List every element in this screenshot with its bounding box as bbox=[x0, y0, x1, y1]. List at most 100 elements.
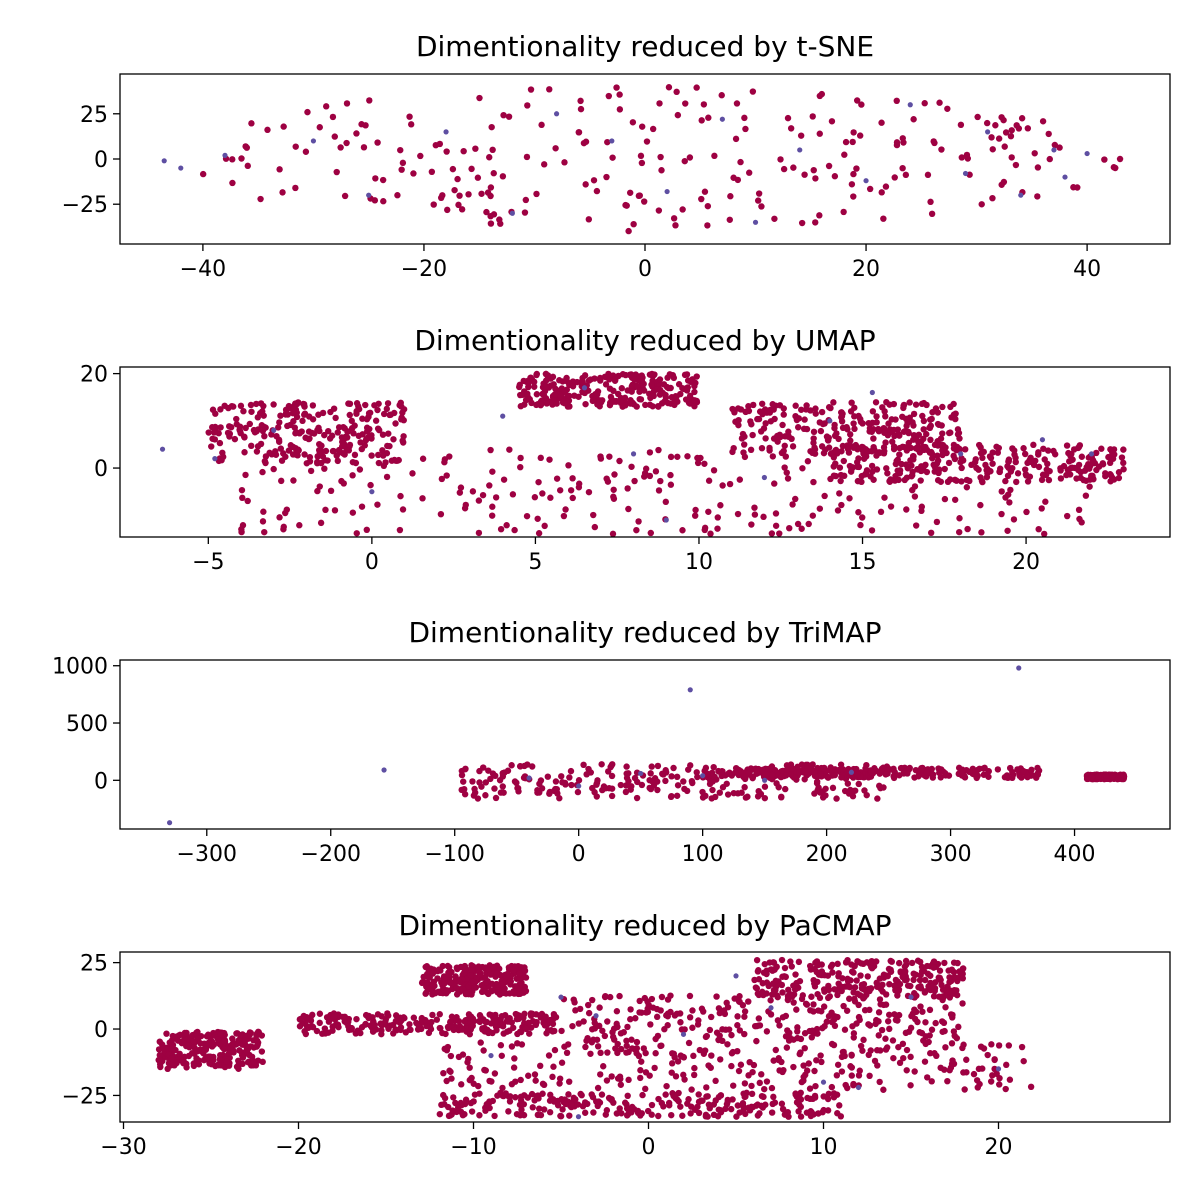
scatter-points bbox=[159, 370, 1127, 537]
scatter-point bbox=[927, 416, 934, 423]
scatter-point bbox=[635, 1052, 643, 1060]
scatter-point bbox=[651, 1064, 658, 1072]
scatter-point bbox=[670, 764, 677, 772]
scatter-point bbox=[506, 446, 513, 453]
scatter-point bbox=[707, 530, 714, 537]
scatter-point bbox=[646, 1072, 653, 1079]
scatter-point bbox=[443, 987, 451, 994]
scatter-point bbox=[922, 988, 929, 995]
scatter-point bbox=[608, 762, 615, 769]
scatter-point bbox=[849, 1023, 856, 1030]
scatter-point bbox=[594, 1102, 601, 1110]
scatter-point bbox=[809, 113, 816, 120]
scatter-point bbox=[253, 1030, 261, 1037]
scatter-point bbox=[253, 448, 261, 455]
scatter-point bbox=[499, 783, 506, 790]
scatter-point bbox=[647, 1021, 654, 1028]
scatter-point-secondary bbox=[1039, 437, 1046, 443]
scatter-point bbox=[906, 399, 913, 406]
scatter-point bbox=[543, 383, 550, 390]
scatter-point bbox=[1010, 516, 1018, 523]
scatter-point bbox=[613, 1008, 621, 1015]
scatter-point bbox=[831, 986, 838, 993]
scatter-point bbox=[468, 1108, 476, 1115]
x-tick-label: −40 bbox=[180, 257, 226, 282]
scatter-point bbox=[475, 529, 483, 537]
x-tick-label: 0 bbox=[572, 842, 586, 867]
scatter-point-secondary bbox=[581, 385, 588, 391]
scatter-point bbox=[762, 420, 769, 427]
scatter-point bbox=[779, 989, 786, 996]
scatter-point bbox=[830, 472, 838, 479]
scatter-point bbox=[471, 785, 478, 793]
x-tick-label: −5 bbox=[192, 550, 224, 575]
scatter-point bbox=[689, 1024, 696, 1031]
scatter-point bbox=[779, 1105, 787, 1113]
scatter-point bbox=[1034, 771, 1042, 778]
scatter-point bbox=[1118, 454, 1126, 461]
scatter-point bbox=[915, 431, 923, 439]
scatter-point bbox=[854, 990, 861, 997]
scatter-point bbox=[647, 529, 654, 537]
scatter-point bbox=[1073, 475, 1080, 482]
scatter-point bbox=[183, 1029, 190, 1037]
scatter-point bbox=[1028, 766, 1035, 774]
x-tick-label: 200 bbox=[806, 842, 848, 867]
scatter-point bbox=[939, 1028, 946, 1035]
scatter-point bbox=[458, 771, 466, 779]
scatter-point bbox=[748, 1082, 755, 1090]
scatter-point bbox=[206, 1059, 213, 1067]
scatter-point bbox=[623, 1112, 631, 1119]
scatter-point bbox=[859, 1047, 866, 1054]
scatter-point bbox=[573, 378, 581, 386]
scatter-point bbox=[810, 768, 818, 776]
scatter-point bbox=[585, 765, 592, 773]
scatter-point bbox=[614, 1023, 621, 1031]
scatter-point bbox=[514, 1030, 521, 1038]
scatter-point bbox=[650, 392, 657, 400]
scatter-point bbox=[195, 1034, 202, 1042]
scatter-point bbox=[987, 468, 994, 475]
scatter-point bbox=[537, 1062, 544, 1070]
scatter-point bbox=[817, 427, 825, 435]
scatter-point bbox=[878, 1026, 886, 1034]
scatter-point bbox=[608, 1073, 615, 1080]
scatter-point bbox=[848, 399, 855, 406]
scatter-point bbox=[642, 465, 650, 472]
scatter-point bbox=[642, 1085, 649, 1093]
scatter-point bbox=[1002, 477, 1009, 485]
scatter-point bbox=[293, 413, 301, 421]
scatter-point bbox=[253, 400, 260, 408]
scatter-point bbox=[433, 1016, 441, 1023]
scatter-point bbox=[305, 413, 313, 420]
scatter-point bbox=[1078, 453, 1086, 460]
scatter-point bbox=[236, 1047, 243, 1054]
scatter-point bbox=[482, 1107, 489, 1114]
scatter-point bbox=[790, 164, 797, 171]
scatter-point bbox=[237, 1031, 244, 1039]
scatter-point bbox=[1120, 772, 1128, 779]
scatter-point bbox=[475, 963, 482, 970]
scatter-point bbox=[838, 1068, 846, 1075]
scatter-point bbox=[771, 415, 778, 423]
scatter-point bbox=[741, 441, 748, 448]
scatter-point bbox=[714, 514, 721, 521]
scatter-point bbox=[603, 173, 610, 181]
y-tick-label: 20 bbox=[80, 363, 108, 388]
scatter-point-secondary bbox=[733, 973, 739, 979]
scatter-point bbox=[810, 166, 817, 174]
scatter-point bbox=[775, 784, 782, 791]
scatter-point bbox=[946, 476, 954, 483]
scatter-point bbox=[672, 222, 679, 229]
scatter-point bbox=[918, 765, 926, 772]
y-tick-label: 0 bbox=[94, 457, 108, 482]
scatter-point bbox=[706, 1026, 714, 1034]
scatter-point bbox=[927, 436, 934, 444]
scatter-point bbox=[558, 1027, 565, 1035]
scatter-point bbox=[869, 408, 877, 415]
scatter-point bbox=[302, 1030, 310, 1038]
scatter-point bbox=[966, 768, 973, 776]
scatter-point bbox=[425, 1029, 433, 1037]
scatter-point bbox=[610, 486, 617, 493]
scatter-point bbox=[596, 1004, 603, 1011]
